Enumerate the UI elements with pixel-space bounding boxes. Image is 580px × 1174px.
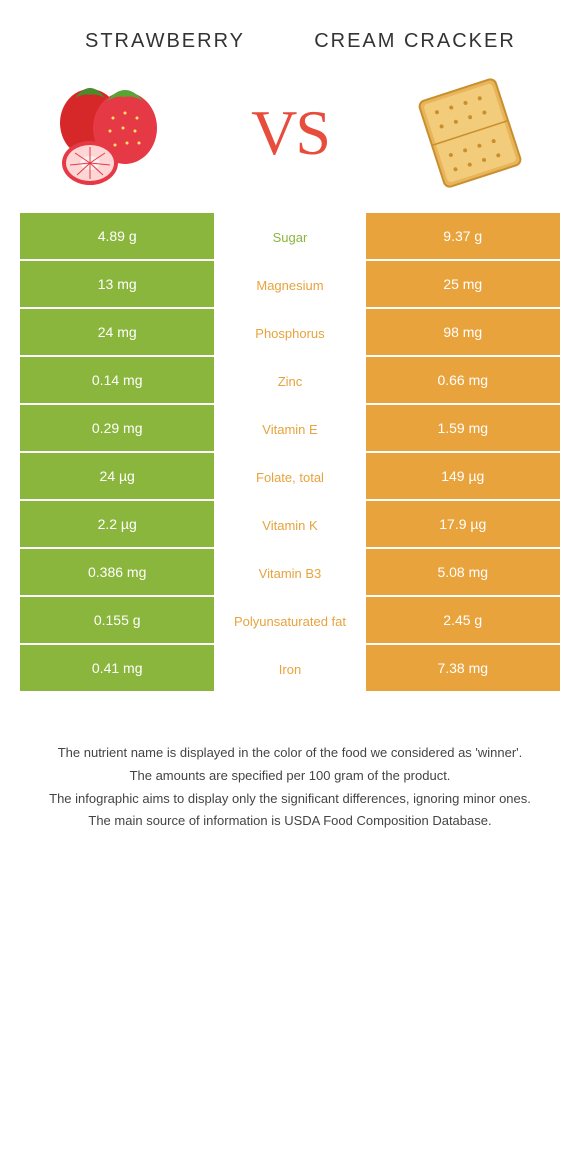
- vs-row: VS: [0, 63, 580, 213]
- right-value: 0.66 mg: [366, 357, 560, 405]
- right-value: 17.9 µg: [366, 501, 560, 549]
- table-row: 13 mgMagnesium25 mg: [20, 261, 560, 309]
- nutrient-label: Vitamin E: [214, 405, 365, 453]
- left-value: 0.386 mg: [20, 549, 214, 597]
- nutrient-label: Folate, total: [214, 453, 365, 501]
- table-row: 24 mgPhosphorus98 mg: [20, 309, 560, 357]
- table-row: 4.89 gSugar9.37 g: [20, 213, 560, 261]
- right-value: 1.59 mg: [366, 405, 560, 453]
- right-value: 9.37 g: [366, 213, 560, 261]
- left-value: 0.41 mg: [20, 645, 214, 693]
- footer-notes: The nutrient name is displayed in the co…: [0, 693, 580, 832]
- nutrient-label: Zinc: [214, 357, 365, 405]
- table-row: 2.2 µgVitamin K17.9 µg: [20, 501, 560, 549]
- left-value: 0.29 mg: [20, 405, 214, 453]
- right-value: 5.08 mg: [366, 549, 560, 597]
- footer-line: The nutrient name is displayed in the co…: [40, 743, 540, 764]
- nutrient-label: Iron: [214, 645, 365, 693]
- table-row: 0.155 gPolyunsaturated fat2.45 g: [20, 597, 560, 645]
- nutrient-label: Magnesium: [214, 261, 365, 309]
- table-row: 0.14 mgZinc0.66 mg: [20, 357, 560, 405]
- header: Strawberry Cream Cracker: [0, 0, 580, 63]
- left-value: 24 mg: [20, 309, 214, 357]
- nutrient-label: Phosphorus: [214, 309, 365, 357]
- left-value: 24 µg: [20, 453, 214, 501]
- strawberry-image: [30, 73, 190, 193]
- left-value: 0.14 mg: [20, 357, 214, 405]
- cracker-image: [390, 73, 550, 193]
- right-food-title: Cream Cracker: [290, 30, 540, 53]
- footer-line: The main source of information is USDA F…: [40, 811, 540, 832]
- right-value: 7.38 mg: [366, 645, 560, 693]
- table-row: 0.386 mgVitamin B35.08 mg: [20, 549, 560, 597]
- right-value: 25 mg: [366, 261, 560, 309]
- left-value: 4.89 g: [20, 213, 214, 261]
- left-value: 13 mg: [20, 261, 214, 309]
- nutrient-label: Sugar: [214, 213, 365, 261]
- right-value: 2.45 g: [366, 597, 560, 645]
- nutrient-table: 4.89 gSugar9.37 g13 mgMagnesium25 mg24 m…: [0, 213, 580, 693]
- footer-line: The infographic aims to display only the…: [40, 789, 540, 810]
- nutrient-label: Vitamin B3: [214, 549, 365, 597]
- left-value: 0.155 g: [20, 597, 214, 645]
- nutrient-label: Vitamin K: [214, 501, 365, 549]
- left-food-title: Strawberry: [40, 30, 290, 53]
- table-row: 0.41 mgIron7.38 mg: [20, 645, 560, 693]
- left-value: 2.2 µg: [20, 501, 214, 549]
- nutrient-label: Polyunsaturated fat: [214, 597, 365, 645]
- vs-label: VS: [251, 96, 329, 170]
- table-row: 24 µgFolate, total149 µg: [20, 453, 560, 501]
- right-value: 149 µg: [366, 453, 560, 501]
- right-value: 98 mg: [366, 309, 560, 357]
- footer-line: The amounts are specified per 100 gram o…: [40, 766, 540, 787]
- table-row: 0.29 mgVitamin E1.59 mg: [20, 405, 560, 453]
